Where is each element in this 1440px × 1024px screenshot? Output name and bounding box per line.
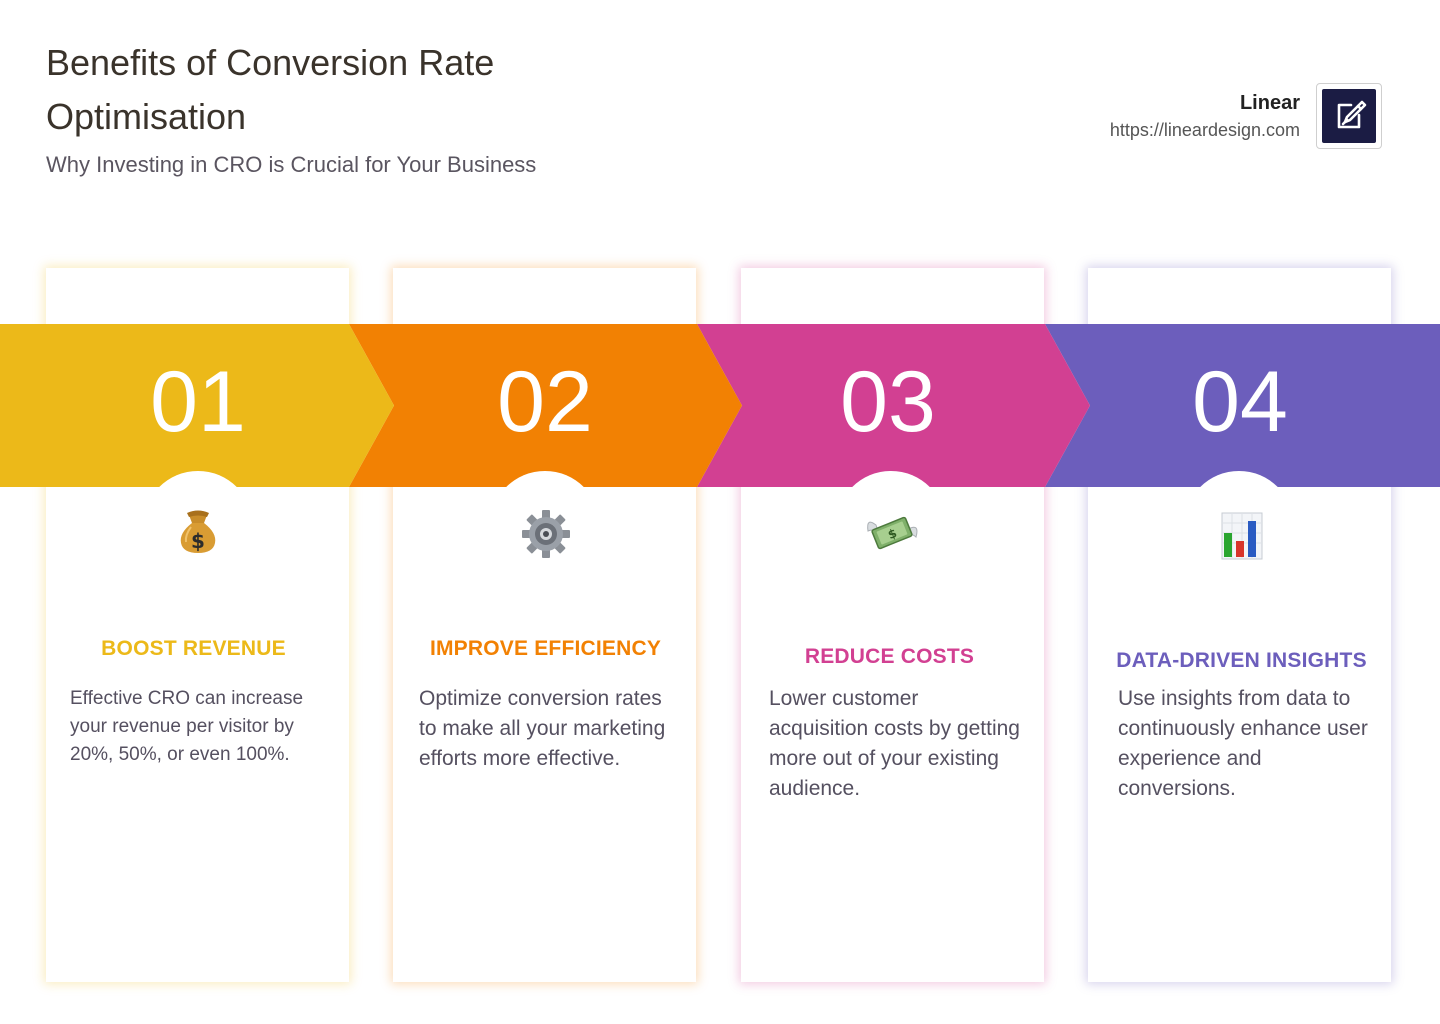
step-number-2: 02 [497, 354, 593, 450]
step-heading-4: DATA-DRIVEN INSIGHTS [1116, 649, 1367, 672]
arrow-segment-4 [1045, 324, 1440, 487]
money-with-wings-icon: $ [867, 516, 918, 550]
brand-block: Linear https://lineardesign.com [1110, 90, 1300, 144]
page-subtitle: Why Investing in CRO is Crucial for Your… [46, 152, 537, 177]
icon-circle-3: $ [836, 471, 946, 581]
gear-icon [522, 510, 570, 558]
brand-logo[interactable] [1316, 83, 1382, 149]
arrow-segment-3 [697, 324, 1090, 487]
step-description-2: Optimize conversion rates to make all yo… [419, 687, 666, 770]
pencil-rocket-icon [1322, 89, 1376, 143]
step-description-3: Lower customer acquisition costs by gett… [769, 687, 1020, 800]
step-number-4: 04 [1192, 354, 1288, 450]
step-arrow-band [0, 324, 1440, 487]
money-bag-icon: $ [180, 510, 216, 553]
arrow-segment-1 [0, 324, 394, 487]
step-heading-2: IMPROVE EFFICIENCY [429, 637, 662, 660]
icon-circle-1: $ [143, 471, 253, 581]
step-heading-3: REDUCE COSTS [804, 645, 975, 668]
step-number-3: 03 [840, 354, 936, 450]
step-number-1: 01 [150, 354, 246, 450]
brand-url[interactable]: https://lineardesign.com [1109, 120, 1300, 140]
svg-text:$: $ [191, 529, 205, 553]
step-description-4: Use insights from data to continuously e… [1118, 687, 1368, 800]
brand-name: Linear [1239, 92, 1300, 114]
step-description-1: Effective CRO can increase your revenue … [70, 688, 304, 765]
icon-circle-2 [490, 471, 600, 581]
page-title: Benefits of Conversion Rate Optimisation [46, 42, 495, 137]
arrow-segment-2 [349, 324, 742, 487]
step-heading-1: BOOST REVENUE [101, 637, 286, 660]
bar-chart-icon [1221, 512, 1263, 560]
icon-circle-4 [1184, 471, 1294, 581]
